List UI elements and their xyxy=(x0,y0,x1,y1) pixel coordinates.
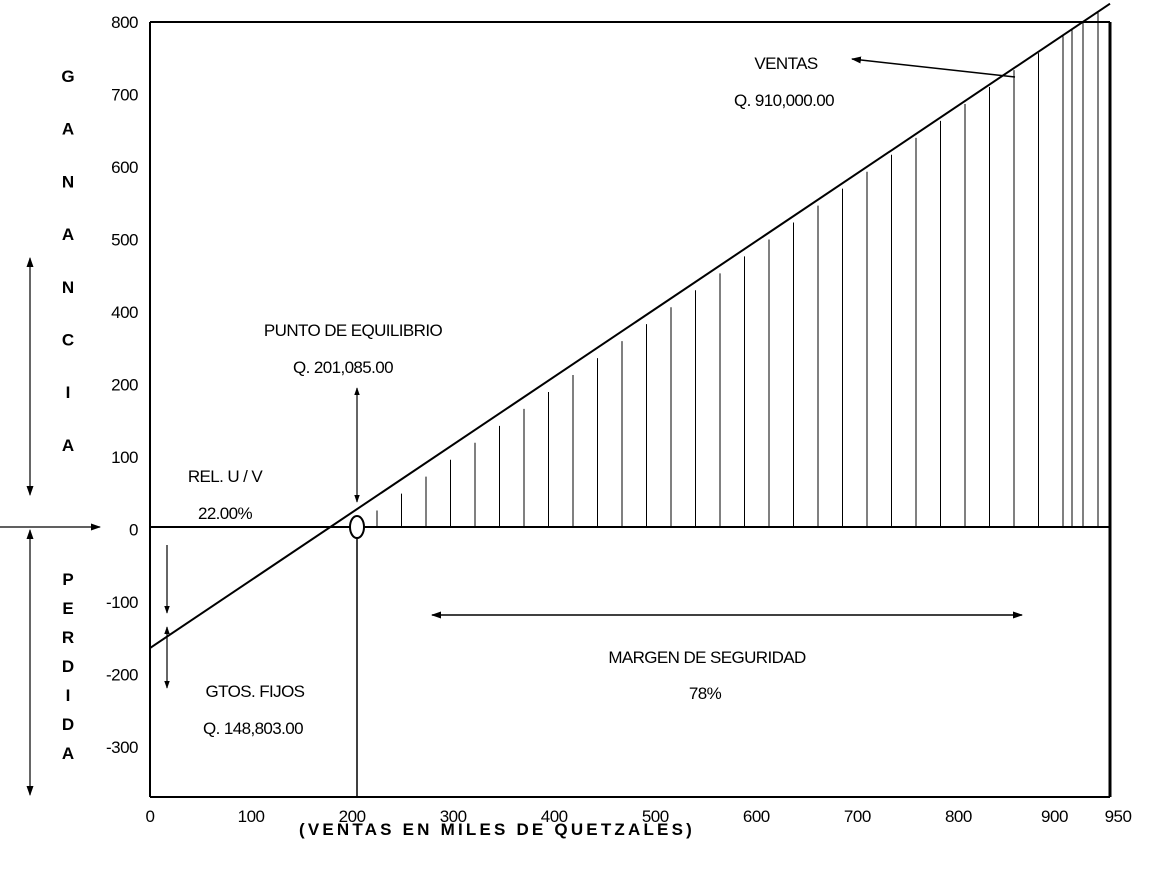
side-label-letter: R xyxy=(62,628,74,647)
break-even-point-marker xyxy=(349,515,365,539)
x-tick-label: 900 xyxy=(1041,807,1068,826)
y-tick-labels: 800 700 600 500 400 200 100 0 -100 -200 -300 xyxy=(106,13,139,757)
y-tick-label: 100 xyxy=(111,448,138,467)
side-label-letter: P xyxy=(62,570,73,589)
y-tick-label: -200 xyxy=(106,666,138,685)
margen-seguridad-value: 78% xyxy=(689,684,722,703)
ventas-title: VENTAS xyxy=(754,54,817,73)
x-tick-label: 100 xyxy=(238,807,265,826)
y-tick-label: -300 xyxy=(106,738,138,757)
side-label-letter: A xyxy=(62,225,74,244)
x-tick-label: 200 xyxy=(339,807,366,826)
side-label-letter: A xyxy=(62,120,74,139)
punto-equilibrio-value: Q. 201,085.00 xyxy=(293,358,393,377)
y-tick-label: 400 xyxy=(111,303,138,322)
ventas-arrow xyxy=(851,56,1016,78)
x-tick-label: 0 xyxy=(146,807,155,826)
gastos-fijos-value: Q. 148,803.00 xyxy=(203,719,303,738)
y-tick-label: 800 xyxy=(111,13,138,32)
x-tick-label: 300 xyxy=(440,807,467,826)
gastos-fijos-title: GTOS. FIJOS xyxy=(206,682,305,701)
x-tick-labels: 0 100 200 300 400 500 600 700 800 900 950 xyxy=(146,807,1132,826)
ventas-value: Q. 910,000.00 xyxy=(734,91,834,110)
side-label-letter: N xyxy=(62,278,74,297)
rel-uv-title: REL. U / V xyxy=(188,467,264,486)
side-label-letter: E xyxy=(62,599,73,618)
side-label-letter: D xyxy=(62,657,74,676)
x-tick-label: 950 xyxy=(1105,807,1132,826)
profit-hatch xyxy=(376,11,1099,527)
side-label-letter: A xyxy=(62,436,74,455)
side-label-letter: G xyxy=(61,67,74,86)
side-label-letter: N xyxy=(62,172,74,191)
side-label-letter: I xyxy=(66,383,71,402)
y-tick-label: 500 xyxy=(111,231,138,250)
x-tick-label: 700 xyxy=(844,807,871,826)
margen-seguridad-title: MARGEN DE SEGURIDAD xyxy=(608,648,806,667)
side-label-letter: I xyxy=(66,686,71,705)
x-axis-label: (VENTAS EN MILES DE QUETZALES) xyxy=(299,820,695,839)
side-label-letter: D xyxy=(62,715,74,734)
x-tick-label: 800 xyxy=(945,807,972,826)
y-tick-label: 0 xyxy=(129,521,138,540)
y-tick-label: 600 xyxy=(111,158,138,177)
y-tick-label: 700 xyxy=(111,86,138,105)
x-tick-label: 600 xyxy=(743,807,770,826)
x-tick-label: 500 xyxy=(642,807,669,826)
side-label-letter: A xyxy=(62,744,74,763)
side-label-letter: C xyxy=(62,331,74,350)
y-tick-label: -100 xyxy=(106,593,138,612)
x-tick-label: 400 xyxy=(541,807,568,826)
profit-line xyxy=(149,2,1111,649)
y-tick-label: 200 xyxy=(111,376,138,395)
punto-equilibrio-title: PUNTO DE EQUILIBRIO xyxy=(264,321,443,340)
rel-uv-value: 22.00% xyxy=(198,504,253,523)
